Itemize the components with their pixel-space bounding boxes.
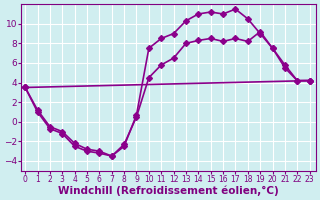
X-axis label: Windchill (Refroidissement éolien,°C): Windchill (Refroidissement éolien,°C)	[58, 185, 279, 196]
